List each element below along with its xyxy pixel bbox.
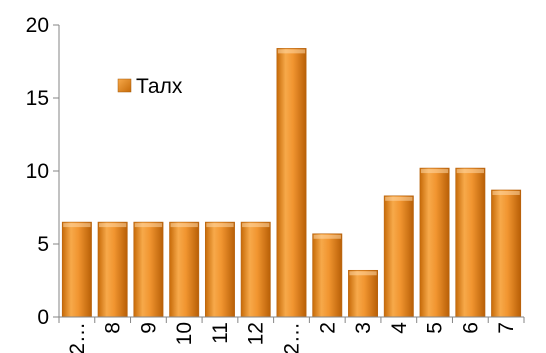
bar [419,167,450,318]
x-tick-label: 7 [495,322,518,334]
bar-bevel [420,169,449,174]
bar [491,189,522,318]
bar [133,221,164,318]
y-axis: 0 5 10 15 20 [26,14,60,329]
y-tick-label: 10 [26,160,49,183]
legend: Талх [117,75,183,98]
x-tick-label: 2… [66,322,89,353]
legend-swatch [117,78,132,93]
bar-bevel [63,223,91,228]
bar-bevel [456,169,485,174]
x-tick-label: 2 [316,322,339,334]
x-tick-label: 12 [245,322,268,345]
bar-bevel [313,234,341,239]
bar [348,269,379,318]
y-tick-label: 0 [37,306,49,329]
x-tick-label: 3 [352,322,375,334]
x-tick-label: 10 [173,322,196,345]
bar-bevel [134,223,163,228]
bar-bevel [98,223,127,228]
x-tick-label: 9 [137,322,160,334]
x-tick-label: 4 [388,322,411,334]
bar [169,221,200,318]
bar [61,221,92,318]
y-tick-label: 15 [26,87,49,110]
bar [312,233,343,318]
x-tick-label: 2… [281,322,304,353]
bar-bevel [242,223,270,228]
x-tick-label: 11 [209,322,232,344]
bar-bevel [385,196,413,201]
bars [61,48,522,318]
bar [240,221,271,318]
bar [204,221,235,318]
y-tick-label: 20 [26,14,49,37]
bar-bevel [170,223,198,228]
bar [383,195,414,318]
bar [276,48,307,318]
bar [97,221,128,318]
bar-bevel [492,190,520,195]
y-tick-label: 5 [37,233,49,256]
bar-bevel [206,223,234,228]
legend-label: Талх [136,75,183,98]
bar-bevel [349,271,377,276]
x-tick-label: 5 [424,322,447,334]
x-axis: 2… 8 9 10 11 12 2… 2 3 4 5 6 7 [58,316,525,353]
bar-bevel [277,49,306,54]
bar [455,167,486,318]
x-tick-label: 6 [459,322,482,334]
x-tick-label: 8 [102,322,125,334]
